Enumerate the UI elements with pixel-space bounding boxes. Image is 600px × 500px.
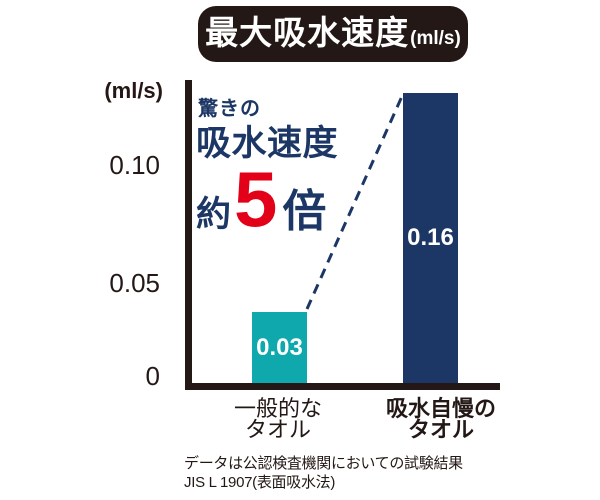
annotation-times: 倍 <box>282 187 327 236</box>
page-title: 最大吸水速度 <box>205 14 410 51</box>
annotation-multiplier: 約 5 倍 <box>196 160 326 238</box>
category-label-line2: タオル <box>407 417 474 442</box>
y-tick-0: 0 <box>145 361 160 391</box>
annotation-line1: 驚きの <box>198 98 261 120</box>
footnote-line2: JIS L 1907(表面吸水法) <box>184 474 336 491</box>
annotation-approx: 約 <box>196 195 232 234</box>
category-label-generic-towel: 一般的な タオル <box>213 396 343 442</box>
category-label-line2: タオル <box>244 417 311 442</box>
title-badge: 最大吸水速度 (ml/s) <box>198 6 468 62</box>
bar-value-label: 0.03 <box>256 333 303 361</box>
title-badge-text: 最大吸水速度 (ml/s) <box>205 16 461 49</box>
y-axis-unit-label: (ml/s) <box>104 78 163 103</box>
y-tick-0-05: 0.05 <box>109 268 160 298</box>
footnote: データは公認検査機関においての試験結果 JIS L 1907(表面吸水法) <box>184 454 463 492</box>
title-unit: (ml/s) <box>410 28 461 49</box>
x-axis-line <box>185 383 500 390</box>
y-tick-0-10: 0.10 <box>109 150 160 180</box>
annotation-multiplier-value: 5 <box>234 155 278 243</box>
category-label-absorbent-towel: 吸水自慢の タオル <box>376 396 506 442</box>
footnote-line1: データは公認検査機関においての試験結果 <box>184 455 463 472</box>
category-label-line1: 一般的な <box>233 396 322 421</box>
annotation-line2: 吸水速度 <box>196 124 339 163</box>
bar-generic-towel: 0.03 <box>252 312 307 383</box>
bar-value-label: 0.16 <box>407 224 454 251</box>
category-label-line1: 吸水自慢の <box>385 396 496 421</box>
bar-absorbent-towel: 0.16 <box>403 93 458 383</box>
y-axis-line <box>185 80 192 390</box>
